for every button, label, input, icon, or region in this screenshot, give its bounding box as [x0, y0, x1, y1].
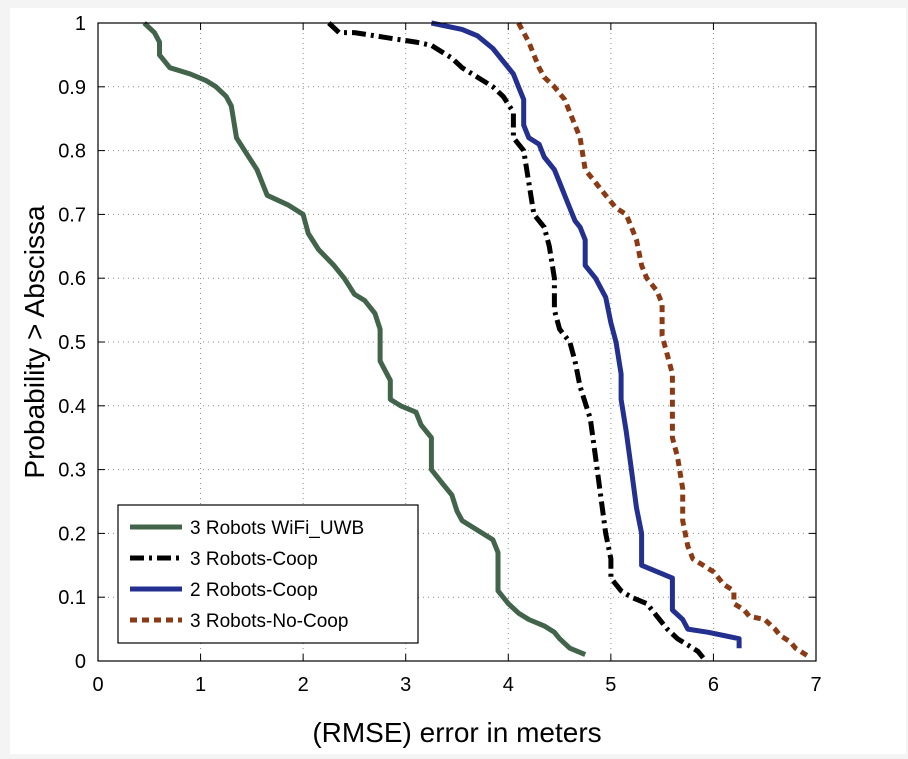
cdf-chart: 0 1 2 3 4 5 6 7 0 0.1 0.2 0.3 0.4 0.5 0.6 0.7 0.8 0.9 1 (…	[19, 13, 822, 748]
series-line-2	[327, 21, 706, 660]
x-tick-label: 7	[810, 674, 821, 696]
axis-ticks	[97, 22, 817, 662]
y-tick-label: 0.1	[58, 587, 86, 609]
y-tick-label: 0.6	[58, 268, 86, 290]
legend: 3 Robots WiFi_UWB 3 Robots-Coop 2 Robots-C…	[117, 504, 419, 644]
x-tick-label: 6	[708, 674, 719, 696]
x-axis-label: (RMSE) error in meters	[312, 717, 601, 748]
y-axis-label: Probability > Abscissa	[19, 205, 50, 479]
series-line-3	[430, 20, 742, 649]
legend-label-4: 3 Robots-No-Coop	[190, 611, 348, 632]
x-tick-label: 3	[400, 674, 411, 696]
x-tick-label: 4	[503, 674, 514, 696]
y-tick-label: 0	[75, 651, 86, 673]
y-tick-label: 0.3	[58, 460, 86, 482]
y-tick-label: 0.7	[58, 204, 86, 226]
x-tick-label: 0	[92, 674, 103, 696]
figure-frame: 0 1 2 3 4 5 6 7 0 0.1 0.2 0.3 0.4 0.5 0.6 0.7 0.8 0.9 1 (…	[10, 8, 906, 754]
y-tick-label: 1	[75, 13, 86, 35]
x-tick-label: 1	[195, 674, 206, 696]
legend-label-1: 3 Robots WiFi_UWB	[190, 518, 364, 539]
y-tick-labels: 0 0.1 0.2 0.3 0.4 0.5 0.6 0.7 0.8 0.9 1	[58, 13, 86, 673]
x-tick-label: 2	[298, 674, 309, 696]
x-tick-labels: 0 1 2 3 4 5 6 7	[92, 674, 821, 696]
y-tick-label: 0.4	[58, 396, 86, 418]
series-line-4	[516, 21, 813, 660]
legend-label-2: 3 Robots-Coop	[190, 549, 318, 570]
y-tick-label: 0.2	[58, 523, 86, 545]
series-line-1	[142, 21, 587, 657]
x-tick-label: 5	[605, 674, 616, 696]
plot-border	[97, 22, 817, 662]
y-tick-label: 0.9	[58, 77, 86, 99]
y-tick-label: 0.8	[58, 141, 86, 163]
series-lines	[142, 20, 813, 660]
y-tick-label: 0.5	[58, 332, 86, 354]
legend-label-3: 2 Robots-Coop	[190, 580, 318, 601]
